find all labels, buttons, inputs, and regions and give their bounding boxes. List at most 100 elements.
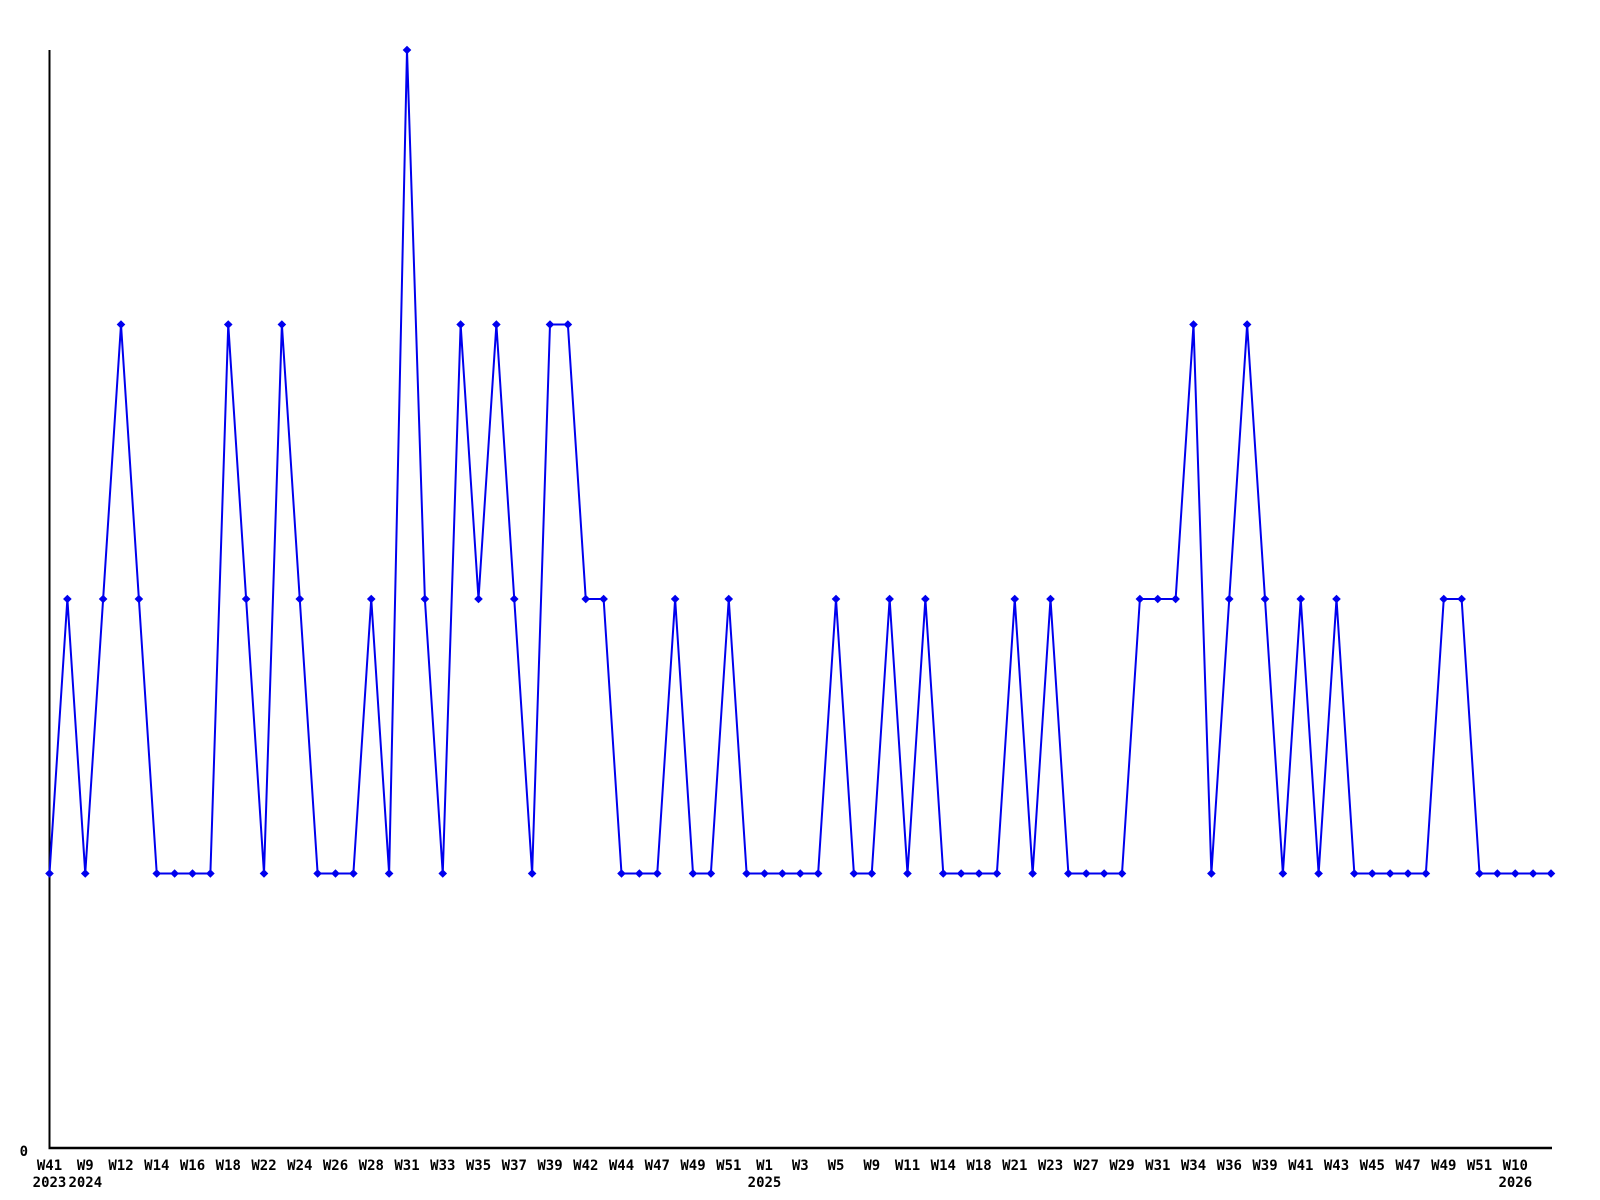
x-tick-label: W26 — [323, 1158, 348, 1174]
x-tick-label: W14 — [931, 1158, 956, 1174]
data-point-marker — [170, 869, 179, 878]
data-point-marker — [563, 320, 573, 329]
data-point-markers — [45, 45, 1556, 878]
data-point-marker — [1189, 320, 1198, 329]
data-point-marker — [420, 594, 430, 604]
data-point-marker — [1457, 594, 1466, 604]
data-point-marker — [80, 869, 90, 878]
data-point-marker — [1296, 594, 1306, 604]
data-point-marker — [509, 594, 519, 604]
data-point-marker — [1028, 869, 1037, 878]
data-point-marker — [116, 320, 126, 329]
data-point-marker — [277, 320, 287, 329]
data-point-marker — [545, 320, 555, 329]
x-year-label: 2023 — [33, 1175, 67, 1191]
data-point-marker — [938, 869, 948, 878]
data-point-marker — [1350, 869, 1359, 878]
y-axis-tick-labels: 0 — [20, 1144, 28, 1160]
data-point-marker — [438, 869, 448, 878]
x-tick-label: W43 — [1324, 1158, 1349, 1174]
data-point-marker — [45, 869, 54, 878]
data-point-marker — [188, 869, 197, 878]
x-tick-label: W16 — [180, 1158, 205, 1174]
data-point-marker — [1046, 594, 1055, 604]
data-point-marker — [1546, 869, 1556, 878]
x-tick-label: W10 — [1503, 1158, 1528, 1174]
data-point-marker — [241, 594, 251, 604]
data-point-marker — [402, 45, 412, 55]
data-point-marker — [1260, 594, 1270, 604]
data-point-marker — [1153, 594, 1163, 604]
series-line — [48, 49, 1551, 875]
data-point-marker — [581, 594, 591, 604]
x-tick-label: W51 — [716, 1158, 741, 1174]
data-point-marker — [384, 869, 394, 878]
x-tick-label: W49 — [1431, 1158, 1456, 1174]
data-point-marker — [867, 869, 877, 878]
data-point-marker — [1171, 594, 1180, 604]
x-axis-tick-labels: W41 W9 W12 W14 W16 W18 W22 W24 W26 W28 W31 W33 W35 W3… — [37, 1158, 1528, 1174]
data-point-marker — [1278, 869, 1288, 878]
data-point-marker — [849, 869, 859, 878]
data-point-marker — [1314, 869, 1323, 878]
x-tick-label: W35 — [466, 1158, 491, 1174]
x-tick-label: W5 — [828, 1158, 845, 1174]
data-point-marker — [1493, 869, 1502, 878]
x-tick-label: W9 — [863, 1158, 880, 1174]
x-tick-label: W47 — [1395, 1158, 1420, 1174]
x-tick-label: W44 — [609, 1158, 634, 1174]
data-point-marker — [742, 869, 751, 878]
data-point-marker — [1135, 594, 1145, 604]
x-tick-label: W11 — [895, 1158, 920, 1174]
x-tick-label: W33 — [430, 1158, 455, 1174]
data-point-marker — [1207, 869, 1216, 878]
data-point-marker — [492, 320, 501, 329]
data-point-marker — [1224, 594, 1234, 604]
data-point-marker — [1010, 594, 1020, 604]
data-point-marker — [635, 869, 644, 878]
x-tick-label: W47 — [645, 1158, 670, 1174]
data-point-marker — [1064, 869, 1073, 878]
data-point-marker — [1367, 869, 1377, 878]
x-tick-label: W34 — [1181, 1158, 1206, 1174]
x-tick-label: W39 — [1252, 1158, 1277, 1174]
data-point-marker — [724, 594, 734, 604]
data-point-marker — [331, 869, 340, 878]
data-point-marker — [778, 869, 787, 878]
data-point-marker — [1528, 869, 1538, 878]
data-point-marker — [223, 320, 233, 329]
data-point-marker — [1385, 869, 1395, 878]
x-tick-label: W28 — [359, 1158, 384, 1174]
data-point-marker — [295, 594, 305, 604]
x-tick-label: W41 — [37, 1158, 62, 1174]
line-series — [48, 49, 1551, 875]
data-point-marker — [98, 594, 108, 604]
x-year-label: 2024 — [68, 1175, 102, 1191]
data-point-marker — [206, 869, 215, 878]
data-point-marker — [349, 869, 358, 878]
x-tick-label: W29 — [1109, 1158, 1134, 1174]
data-point-marker — [1475, 869, 1484, 878]
data-point-marker — [1439, 594, 1449, 604]
data-point-marker — [670, 594, 680, 604]
x-tick-label: W24 — [287, 1158, 312, 1174]
x-tick-label: W39 — [537, 1158, 562, 1174]
data-point-marker — [885, 594, 894, 604]
x-tick-label: W31 — [394, 1158, 419, 1174]
data-point-marker — [527, 869, 537, 878]
data-point-marker — [903, 869, 912, 878]
y-tick-label: 0 — [20, 1144, 28, 1160]
data-point-marker — [831, 594, 841, 604]
x-tick-label: W9 — [77, 1158, 94, 1174]
x-tick-label: W42 — [573, 1158, 598, 1174]
x-tick-label: W41 — [1288, 1158, 1313, 1174]
data-point-marker — [474, 594, 483, 604]
x-tick-label: W3 — [792, 1158, 809, 1174]
data-point-marker — [813, 869, 823, 878]
data-point-marker — [1242, 320, 1252, 329]
x-year-label: 2026 — [1498, 1175, 1532, 1191]
x-tick-label: W23 — [1038, 1158, 1063, 1174]
x-tick-label: W51 — [1467, 1158, 1492, 1174]
